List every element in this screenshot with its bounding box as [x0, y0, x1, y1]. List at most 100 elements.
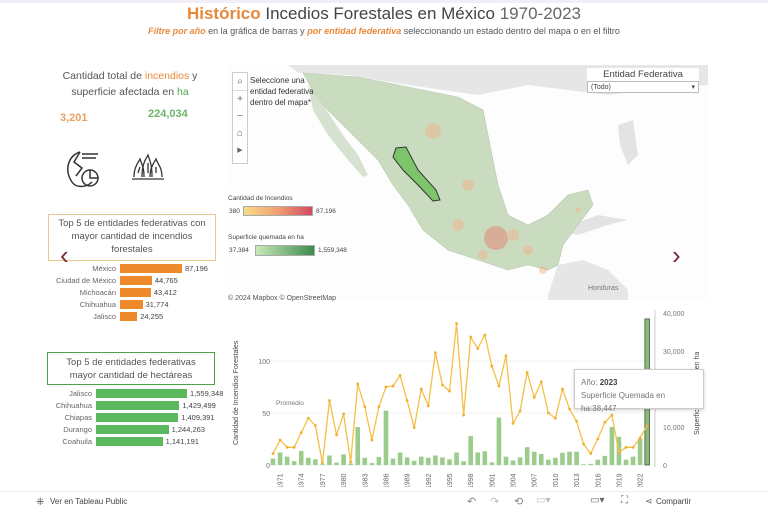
bar[interactable]	[120, 288, 151, 297]
bar-1996[interactable]	[454, 452, 459, 465]
point-1972[interactable]	[285, 445, 289, 449]
view-tableau-public-link[interactable]: Ver en Tableau Public	[50, 497, 128, 506]
point-2006[interactable]	[525, 371, 529, 374]
bar[interactable]	[120, 276, 152, 285]
point-1996[interactable]	[455, 322, 458, 325]
bar-1989[interactable]	[404, 457, 410, 465]
point-1973[interactable]	[292, 445, 296, 449]
bar[interactable]	[120, 300, 143, 309]
bar-2021[interactable]	[630, 456, 636, 465]
bar-row[interactable]: Durango 1,244,263	[6, 424, 205, 435]
point-2010[interactable]	[554, 416, 557, 420]
zoom-out-icon[interactable]: −	[237, 111, 243, 122]
point-1976[interactable]	[313, 424, 317, 427]
point-1979[interactable]	[335, 433, 338, 437]
bar-2011[interactable]	[560, 452, 565, 465]
refresh-icon[interactable]: ▭▾	[536, 495, 551, 506]
comment-icon[interactable]: ▭▾	[590, 495, 605, 506]
point-1997[interactable]	[462, 413, 466, 417]
bar-1987[interactable]	[390, 458, 396, 465]
point-1975[interactable]	[306, 416, 310, 420]
redo-icon[interactable]: ↷	[490, 496, 500, 508]
bar-1978[interactable]	[327, 455, 332, 466]
point-2000[interactable]	[483, 333, 487, 337]
point-2021[interactable]	[631, 445, 635, 449]
point-1977[interactable]	[321, 461, 324, 465]
bar-2010[interactable]	[553, 457, 558, 465]
point-2018[interactable]	[610, 413, 614, 417]
bar[interactable]	[96, 401, 180, 410]
point-1981[interactable]	[349, 460, 353, 464]
bar-1999[interactable]	[475, 452, 481, 465]
point-1987[interactable]	[391, 384, 395, 388]
bar-2013[interactable]	[574, 451, 579, 465]
revert-icon[interactable]: ⟲	[514, 496, 524, 508]
point-2014[interactable]	[582, 442, 586, 446]
bar-2005[interactable]	[517, 457, 523, 465]
bar-1973[interactable]	[291, 461, 297, 465]
bar-2014[interactable]	[581, 464, 586, 465]
point-1984[interactable]	[370, 438, 374, 442]
bar-2017[interactable]	[602, 455, 608, 465]
point-1992[interactable]	[426, 404, 430, 408]
next-arrow-icon[interactable]: ›	[672, 240, 681, 270]
bar-1979[interactable]	[334, 462, 339, 465]
bar-1972[interactable]	[284, 456, 290, 465]
point-1980[interactable]	[342, 412, 345, 416]
bar-1984[interactable]	[369, 463, 375, 465]
bar-1971[interactable]	[277, 452, 283, 465]
bar-1975[interactable]	[306, 457, 311, 465]
bar-2002[interactable]	[496, 417, 502, 466]
bar-2015[interactable]	[588, 463, 593, 465]
bar-1994[interactable]	[440, 457, 445, 465]
bar-2008[interactable]	[538, 453, 544, 465]
bar-row[interactable]: Chihuahua 1,429,499	[6, 400, 216, 411]
point-1974[interactable]	[299, 431, 303, 435]
point-1995[interactable]	[448, 389, 451, 393]
bar[interactable]	[120, 264, 182, 273]
bar-1997[interactable]	[461, 461, 466, 465]
point-1970[interactable]	[271, 452, 275, 455]
fullscreen-icon[interactable]: ⛶	[621, 495, 628, 506]
bar-row[interactable]: Chihuahua 31,774	[30, 299, 169, 310]
share-button[interactable]: Compartir	[656, 497, 692, 506]
point-2017[interactable]	[603, 420, 607, 424]
point-1990[interactable]	[412, 426, 416, 429]
point-2023[interactable]	[645, 424, 649, 427]
bar-row[interactable]: Coahuila 1,141,191	[6, 436, 199, 447]
bar[interactable]	[96, 437, 163, 446]
point-2005[interactable]	[518, 409, 522, 413]
bar-1995[interactable]	[447, 459, 452, 465]
bar[interactable]	[96, 413, 179, 422]
bar[interactable]	[120, 312, 138, 321]
bar-1998[interactable]	[468, 436, 473, 465]
bar-1985[interactable]	[376, 457, 382, 465]
bar-2009[interactable]	[546, 459, 551, 465]
point-2015[interactable]	[589, 452, 593, 455]
point-1999[interactable]	[476, 347, 480, 350]
search-icon[interactable]: ⌕	[233, 73, 247, 91]
bar-row[interactable]: Jalisco 1,559,348	[6, 388, 223, 399]
bar-row[interactable]: Michoacán 43,412	[30, 287, 177, 298]
bar-2022[interactable]	[637, 438, 643, 465]
bar-2016[interactable]	[595, 459, 601, 465]
bar-1991[interactable]	[418, 456, 424, 465]
point-1985[interactable]	[377, 405, 381, 409]
bar-1988[interactable]	[397, 452, 403, 465]
share-icon[interactable]: ⋖	[645, 496, 653, 506]
prev-arrow-icon[interactable]: ‹	[60, 240, 69, 270]
point-1991[interactable]	[419, 387, 423, 391]
point-2011[interactable]	[561, 387, 564, 391]
bar-1974[interactable]	[298, 450, 304, 465]
map-attribution[interactable]: © 2024 Mapbox © OpenStreetMap	[228, 295, 336, 302]
bar-2001[interactable]	[489, 462, 495, 465]
bar-1980[interactable]	[341, 454, 346, 465]
bar-1970[interactable]	[270, 458, 276, 465]
filter-dropdown[interactable]: (Todo) ▾	[587, 81, 699, 93]
bar-2007[interactable]	[531, 451, 537, 465]
point-1989[interactable]	[405, 399, 409, 402]
point-1978[interactable]	[328, 399, 331, 402]
bar-2020[interactable]	[623, 459, 629, 465]
bar-row[interactable]: Jalisco 24,255	[30, 311, 163, 322]
point-1986[interactable]	[384, 385, 388, 389]
